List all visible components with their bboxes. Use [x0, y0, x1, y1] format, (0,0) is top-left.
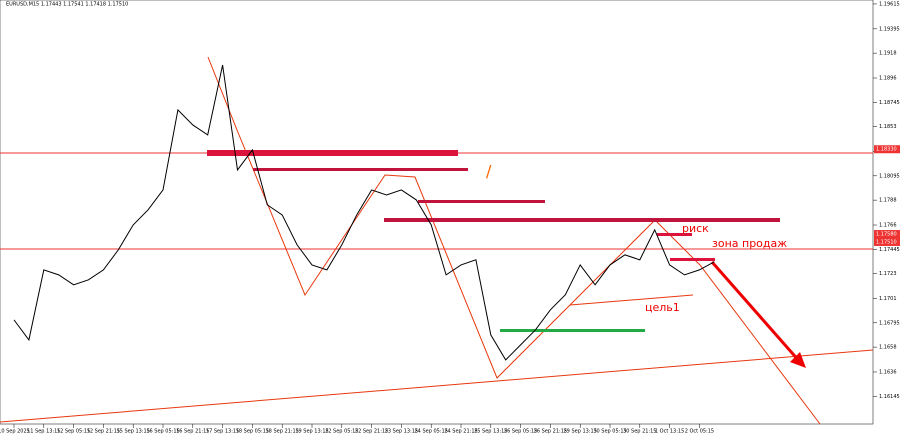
- y-tick-label: 1.1896: [879, 76, 897, 82]
- price-mark: [874, 145, 900, 154]
- x-tick-label: 23 Sep 13:15: [385, 429, 418, 435]
- x-tick-label: 10 Sep 2025: [0, 429, 30, 435]
- y-tick-label: 1.1918: [879, 51, 897, 57]
- y-tick-label: 1.1636: [879, 369, 897, 375]
- x-tick-label: 25 Sep 13:15: [474, 429, 507, 435]
- x-tick-label: 16 Sep 05:15: [146, 429, 179, 435]
- x-tick-label: 29 Sep 13:15: [564, 429, 597, 435]
- price-mark-label: 1.17580: [876, 232, 897, 238]
- x-tick-label: 18 Sep 21:15: [266, 429, 299, 435]
- y-tick-label: 1.16795: [879, 320, 900, 326]
- price-mark-label: 1.18330: [876, 147, 897, 153]
- x-tick-label: 22 Sep 05:15: [325, 429, 358, 435]
- price-mark-label: 1.17510: [876, 239, 897, 245]
- y-tick-label: 1.1701: [879, 296, 897, 302]
- slash-label: /: [486, 162, 492, 181]
- x-tick-label: 12 Sep 05:15: [57, 429, 90, 435]
- target-label: цель1: [645, 301, 680, 314]
- x-tick-label: 19 Sep 13:15: [295, 429, 328, 435]
- x-tick-label: 24 Sep 05:15: [415, 429, 448, 435]
- x-tick-label: 1 Oct 13:15: [655, 429, 684, 435]
- x-tick-label: 15 Sep 13:15: [117, 429, 150, 435]
- risk-label: риск: [682, 222, 709, 235]
- y-tick-label: 1.19395: [879, 26, 900, 32]
- x-tick-label: 30 Sep 05:15: [593, 429, 626, 435]
- x-tick-label: 16 Sep 21:15: [176, 429, 209, 435]
- x-tick-label: 17 Sep 13:15: [206, 429, 239, 435]
- y-tick-label: 1.1788: [879, 198, 897, 204]
- y-tick-label: 1.1853: [879, 124, 897, 130]
- price-mark: [874, 237, 900, 246]
- zones: [207, 150, 806, 368]
- x-tick-label: 12 Sep 21:15: [87, 429, 120, 435]
- x-tick-label: 22 Sep 21:15: [355, 429, 388, 435]
- y-tick-label: 1.1658: [879, 345, 897, 351]
- x-tick-label: 11 Sep 13:15: [27, 429, 60, 435]
- sell-zone-label: зона продаж: [712, 237, 787, 250]
- y-tick-label: 1.18095: [879, 173, 900, 179]
- y-tick-label: 1.1766: [879, 223, 897, 229]
- chart-title: EURUSD,M15 1.17443 1.17541 1.17418 1.175…: [6, 2, 128, 8]
- x-tick-label: 26 Sep 05:15: [504, 429, 537, 435]
- x-tick-label: 18 Sep 05:15: [236, 429, 269, 435]
- y-tick-label: 1.19615: [879, 1, 900, 7]
- y-tick-label: 1.1723: [879, 271, 897, 277]
- y-tick-label: 1.17445: [879, 247, 900, 253]
- x-tick-label: 2 Oct 05:15: [685, 429, 714, 435]
- y-tick-label: 1.16145: [879, 394, 900, 400]
- price-mark: [874, 230, 900, 239]
- x-tick-label: 24 Sep 21:15: [444, 429, 477, 435]
- x-tick-label: 26 Sep 21:15: [534, 429, 567, 435]
- price-line: [13, 64, 715, 361]
- y-tick-label: 1.18745: [879, 100, 900, 106]
- x-tick-label: 30 Sep 21:15: [623, 429, 656, 435]
